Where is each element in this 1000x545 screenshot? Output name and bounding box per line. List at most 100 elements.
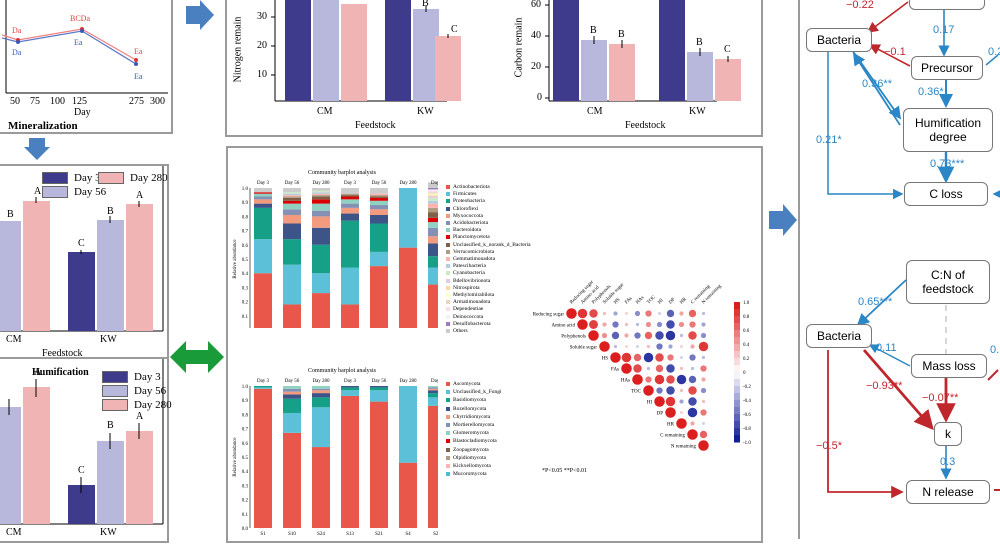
heatmap-cell [632,374,643,385]
colorbar-tick: 0.8 [743,315,750,320]
colorbar-tick: 0 [743,371,746,376]
legend-label: Zoopagomycota [453,446,489,453]
bar-segment [341,386,359,388]
heatmap-cell [633,353,642,362]
arrow-right-icon [186,0,214,30]
heatmap-cell [645,310,652,317]
arrow-right-icon [769,204,797,236]
heatmap-cell [690,366,695,371]
heatmap-cell [634,310,641,317]
heatmap-cell [624,333,629,338]
tick: 0.2 [242,499,249,504]
tick: 10 [257,69,267,80]
node-label: Bacteria [816,328,862,343]
legend-swatch [446,242,450,247]
path-coef: 0.36* [918,86,944,98]
heatmap-cell [679,333,684,338]
path-coef: 0.11 [876,342,897,354]
legend-swatch [446,307,450,312]
tick: 0.6 [242,442,249,447]
legend-label: Cyanobacteria [453,270,485,277]
bar-segment [428,200,438,204]
legend-swatch [446,293,450,297]
tick: 0.7 [242,230,249,235]
bar-segment [341,220,359,268]
legend-entry: Others [446,328,468,334]
bar-segment [399,386,417,463]
humification-chart [0,359,164,525]
bar-segment [312,188,330,191]
legend-label: Nitrospirota [453,284,480,291]
heatmap-cell [698,341,709,352]
tick: 0.6 [242,244,249,249]
bar-segment [254,188,272,193]
heatmap-cell [602,311,607,316]
bar-segment [283,388,301,392]
sig-letter: B [590,25,597,36]
x-axis-label: Day [74,107,91,118]
heatmap-cell [666,386,675,395]
colorbar-segment [734,372,740,380]
path-coef: −0.07** [922,392,959,404]
legend-entry: Nitrospirota [446,285,480,291]
bar-segment [341,213,359,221]
sample-label: S13 [346,532,354,536]
category: KW [689,106,706,117]
legend-label: Unclassified_k_Fungi [453,389,502,396]
legend-entry: Actinobacteriota [446,184,490,190]
bar-segment [283,386,301,389]
legend-label: Rozellomycota [453,405,487,412]
bar-segment [428,212,438,218]
bar-segment [283,391,301,395]
heatmap-cell [656,387,663,394]
heatmap-cell [679,311,684,316]
heatmap-cell [645,376,652,383]
sig-letter: A [136,411,144,422]
bar [341,4,367,101]
legend-swatch [446,382,450,386]
bar-segment [283,304,301,328]
bar-segment [428,227,438,237]
category: CM [317,106,333,117]
bar [313,0,339,101]
bar-segment [428,393,438,398]
day-label: Day 3 [431,181,438,186]
colorbar-segment [734,386,740,394]
point-label: Ea [134,47,143,56]
tick: 0.9 [242,201,249,206]
legend-label: Glomeromycota [453,430,489,437]
heatmap-cell [668,344,673,349]
legend-label: Day 3 [74,172,101,184]
heatmap-row-label: FAs [611,368,619,373]
bar-segment [370,196,388,198]
heatmap-col-label: DP [668,297,676,305]
bar-segment [283,239,301,265]
bar-segment [341,196,359,200]
bar-segment [428,387,438,389]
sig-letter: C [78,238,85,249]
node-label: Mass loss [922,358,976,373]
bar-segment [312,397,330,408]
legend-label: Kickxellomycota [453,463,491,469]
bar [659,0,685,101]
legend-swatch [446,423,450,427]
bar-segment [312,216,330,228]
sample-label: S21 [375,532,383,536]
bar-segment [312,190,330,193]
heatmap-cell [666,309,675,318]
bar-segment [370,266,388,328]
path-coef: 0.17 [933,24,955,36]
bar-segment [283,196,301,198]
heatmap-row-label: C remaining [660,434,685,439]
heatmap-cell [624,322,629,327]
heatmap-cell [701,399,706,404]
heatmap-cell [654,374,665,385]
day-label: Day 280 [312,379,330,384]
double-arrow-icon [170,341,224,373]
sig-letter: B [7,209,14,220]
heatmap-cell [687,429,698,440]
legend-swatch [446,300,450,305]
bar-segment [283,394,301,399]
legend-label: Day 280 [130,172,168,184]
